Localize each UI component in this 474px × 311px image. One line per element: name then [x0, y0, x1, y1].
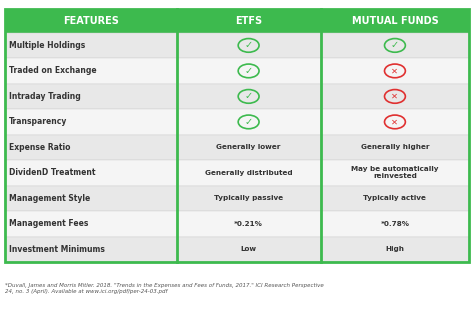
FancyBboxPatch shape [177, 9, 320, 33]
Text: May be automatically
reinvested: May be automatically reinvested [351, 166, 438, 179]
Text: *0.78%: *0.78% [381, 221, 410, 227]
FancyBboxPatch shape [5, 109, 177, 135]
FancyBboxPatch shape [5, 237, 177, 262]
FancyBboxPatch shape [5, 186, 177, 211]
FancyBboxPatch shape [5, 58, 177, 84]
Text: Generally distributed: Generally distributed [205, 170, 292, 176]
Text: DividenD Treatment: DividenD Treatment [9, 169, 95, 177]
Text: High: High [385, 246, 404, 253]
FancyBboxPatch shape [5, 33, 177, 58]
FancyBboxPatch shape [177, 84, 320, 109]
FancyBboxPatch shape [177, 237, 320, 262]
FancyBboxPatch shape [320, 58, 469, 84]
Text: ✓: ✓ [391, 40, 399, 50]
Text: Typically active: Typically active [364, 195, 427, 202]
FancyBboxPatch shape [177, 211, 320, 237]
Text: Investment Minimums: Investment Minimums [9, 245, 104, 254]
FancyBboxPatch shape [320, 33, 469, 58]
Text: MUTUAL FUNDS: MUTUAL FUNDS [352, 16, 438, 26]
Text: ETFS: ETFS [235, 16, 262, 26]
Text: Intraday Trading: Intraday Trading [9, 92, 80, 101]
FancyBboxPatch shape [177, 186, 320, 211]
Text: Generally lower: Generally lower [217, 144, 281, 151]
Text: Management Fees: Management Fees [9, 220, 88, 228]
FancyBboxPatch shape [320, 109, 469, 135]
FancyBboxPatch shape [177, 33, 320, 58]
Text: *0.21%: *0.21% [234, 221, 263, 227]
Text: Typically passive: Typically passive [214, 195, 283, 202]
FancyBboxPatch shape [320, 9, 469, 33]
FancyBboxPatch shape [320, 84, 469, 109]
Text: Transparency: Transparency [9, 118, 67, 126]
Text: Low: Low [240, 246, 257, 253]
FancyBboxPatch shape [320, 237, 469, 262]
FancyBboxPatch shape [177, 109, 320, 135]
FancyBboxPatch shape [5, 84, 177, 109]
Text: ✓: ✓ [245, 40, 253, 50]
Text: ✕: ✕ [392, 92, 399, 101]
FancyBboxPatch shape [320, 160, 469, 186]
Text: Traded on Exchange: Traded on Exchange [9, 67, 96, 75]
FancyBboxPatch shape [5, 160, 177, 186]
Text: ✕: ✕ [392, 67, 399, 75]
Text: Generally higher: Generally higher [361, 144, 429, 151]
Text: Management Style: Management Style [9, 194, 90, 203]
Text: ✓: ✓ [245, 91, 253, 101]
FancyBboxPatch shape [5, 211, 177, 237]
FancyBboxPatch shape [320, 211, 469, 237]
FancyBboxPatch shape [5, 135, 177, 160]
Text: FEATURES: FEATURES [63, 16, 118, 26]
Text: ✓: ✓ [245, 66, 253, 76]
Text: ✕: ✕ [392, 118, 399, 126]
Text: Expense Ratio: Expense Ratio [9, 143, 70, 152]
FancyBboxPatch shape [320, 135, 469, 160]
FancyBboxPatch shape [177, 58, 320, 84]
FancyBboxPatch shape [5, 9, 177, 33]
FancyBboxPatch shape [320, 186, 469, 211]
Text: ✓: ✓ [245, 117, 253, 127]
FancyBboxPatch shape [177, 135, 320, 160]
FancyBboxPatch shape [177, 160, 320, 186]
Text: *Duvall, James and Morris Mitler. 2018. "Trends in the Expenses and Fees of Fund: *Duvall, James and Morris Mitler. 2018. … [5, 283, 323, 294]
Text: Multiple Holdings: Multiple Holdings [9, 41, 85, 50]
